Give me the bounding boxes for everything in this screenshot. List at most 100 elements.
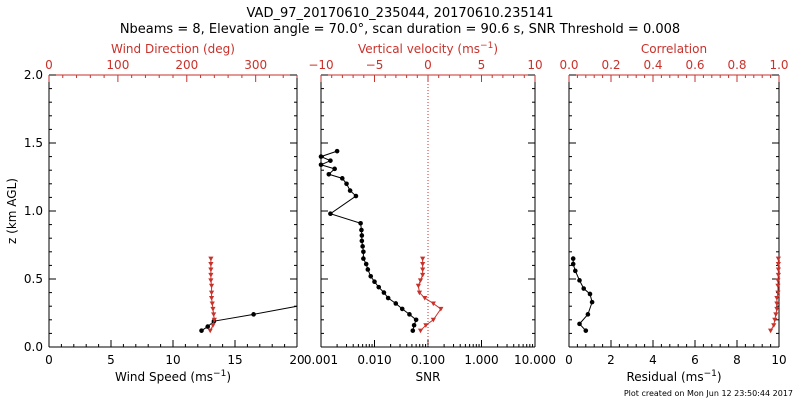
data-point [210, 306, 216, 312]
top-tick-label: 0.4 [643, 58, 662, 72]
data-point [205, 324, 211, 329]
x-tick-label: 0 [565, 353, 573, 367]
data-point [775, 278, 781, 283]
data-point [577, 321, 582, 327]
top-tick-label: 0.8 [727, 58, 746, 72]
x-tick-label: 5 [107, 353, 115, 367]
data-point [587, 291, 593, 297]
y-axis-label: z (km AGL) [5, 178, 19, 244]
top-axis-label: Vertical velocity (ms−1) [358, 41, 498, 56]
data-point [368, 273, 374, 279]
data-point [413, 317, 419, 323]
data-point [573, 268, 578, 274]
data-point [430, 317, 436, 323]
x-tick-label: 20 [289, 353, 304, 367]
data-point [208, 272, 214, 278]
data-point [318, 162, 324, 168]
series-line [572, 258, 593, 332]
top-tick-label: 1.0 [769, 58, 788, 72]
data-point [208, 290, 215, 296]
data-point [208, 256, 214, 262]
y-tick-label: 1.0 [24, 204, 43, 218]
data-point [774, 301, 780, 307]
data-point [328, 211, 333, 217]
data-point [208, 278, 214, 283]
data-point [775, 262, 781, 267]
x-tick-label: 0 [45, 353, 53, 367]
data-point [210, 323, 216, 328]
x-tick-label: 10 [771, 353, 786, 367]
data-point [381, 290, 387, 295]
data-point [385, 295, 391, 301]
top-tick-label: 0.0 [559, 58, 578, 72]
data-point [772, 317, 778, 323]
data-point [211, 312, 217, 317]
data-point [420, 262, 426, 267]
data-point [768, 328, 774, 334]
top-axis-label: Correlation [641, 42, 707, 56]
x-tick-label: 8 [733, 353, 741, 367]
x-tick-label: 1.000 [464, 353, 498, 367]
red-series [768, 256, 781, 334]
data-point [417, 278, 424, 283]
panel-right: 0 2 4 6 8 10 Residual (ms−1) 0.0 0.2 0.4 0.6 0.8 1.0… [559, 42, 788, 384]
data-point [399, 306, 405, 312]
x-tick-label: 0.010 [357, 353, 391, 367]
data-point [332, 166, 337, 172]
data-point [417, 328, 424, 334]
data-point [365, 267, 371, 272]
data-point [328, 158, 333, 163]
data-point [583, 328, 589, 333]
top-tick-label: 200 [175, 58, 198, 72]
data-point [775, 256, 781, 262]
top-tick-label: 10 [527, 58, 542, 72]
x-tick-label: 15 [227, 353, 242, 367]
data-point [359, 227, 364, 233]
data-point [344, 181, 349, 187]
data-point [410, 328, 416, 333]
x-tick-label: 0.001 [304, 353, 338, 367]
top-tick-label: −10 [308, 58, 333, 72]
data-point [775, 272, 781, 278]
data-point [420, 272, 426, 278]
data-point [393, 301, 399, 306]
data-point [416, 290, 423, 296]
data-point [208, 267, 214, 273]
data-point [209, 301, 215, 307]
data-point [773, 312, 779, 317]
top-tick-label: −5 [366, 58, 384, 72]
x-axis-label: SNR [416, 370, 441, 384]
y-tick-label: 0.0 [24, 340, 43, 354]
data-point [438, 306, 444, 312]
data-point [420, 267, 426, 273]
data-point [372, 279, 377, 285]
data-point [334, 148, 340, 154]
red-series [207, 256, 217, 334]
top-tick-label: 0 [45, 58, 53, 72]
y-tick-label: 1.5 [24, 136, 43, 150]
black-series [570, 256, 595, 333]
black-series [318, 148, 419, 333]
top-tick-label: 5 [478, 58, 486, 72]
data-point [585, 312, 591, 317]
data-point [411, 322, 417, 328]
data-point [353, 193, 359, 199]
top-axis-label: Wind Direction (deg) [111, 42, 235, 56]
x-tick-label: 4 [649, 353, 657, 367]
data-point [363, 261, 369, 267]
y-tick-label: 0.5 [24, 272, 43, 286]
top-tick-label: 0.6 [685, 58, 704, 72]
data-point [774, 306, 780, 312]
y-tick-label: 2.0 [24, 68, 43, 82]
data-point [326, 171, 332, 177]
plot-title-line1: VAD_97_20170610_235044, 20170610.235141 [247, 6, 554, 21]
top-tick-label: 300 [244, 58, 267, 72]
data-point [420, 256, 426, 262]
data-point [207, 328, 213, 334]
red-series [415, 256, 444, 334]
panel-middle: 0.001 0.010 0.100 1.000 10.000 SNR −10 −5 0 5 10 Ve… [304, 41, 556, 384]
x-tick-label: 6 [691, 353, 699, 367]
data-point [775, 290, 781, 296]
data-point [359, 238, 365, 244]
